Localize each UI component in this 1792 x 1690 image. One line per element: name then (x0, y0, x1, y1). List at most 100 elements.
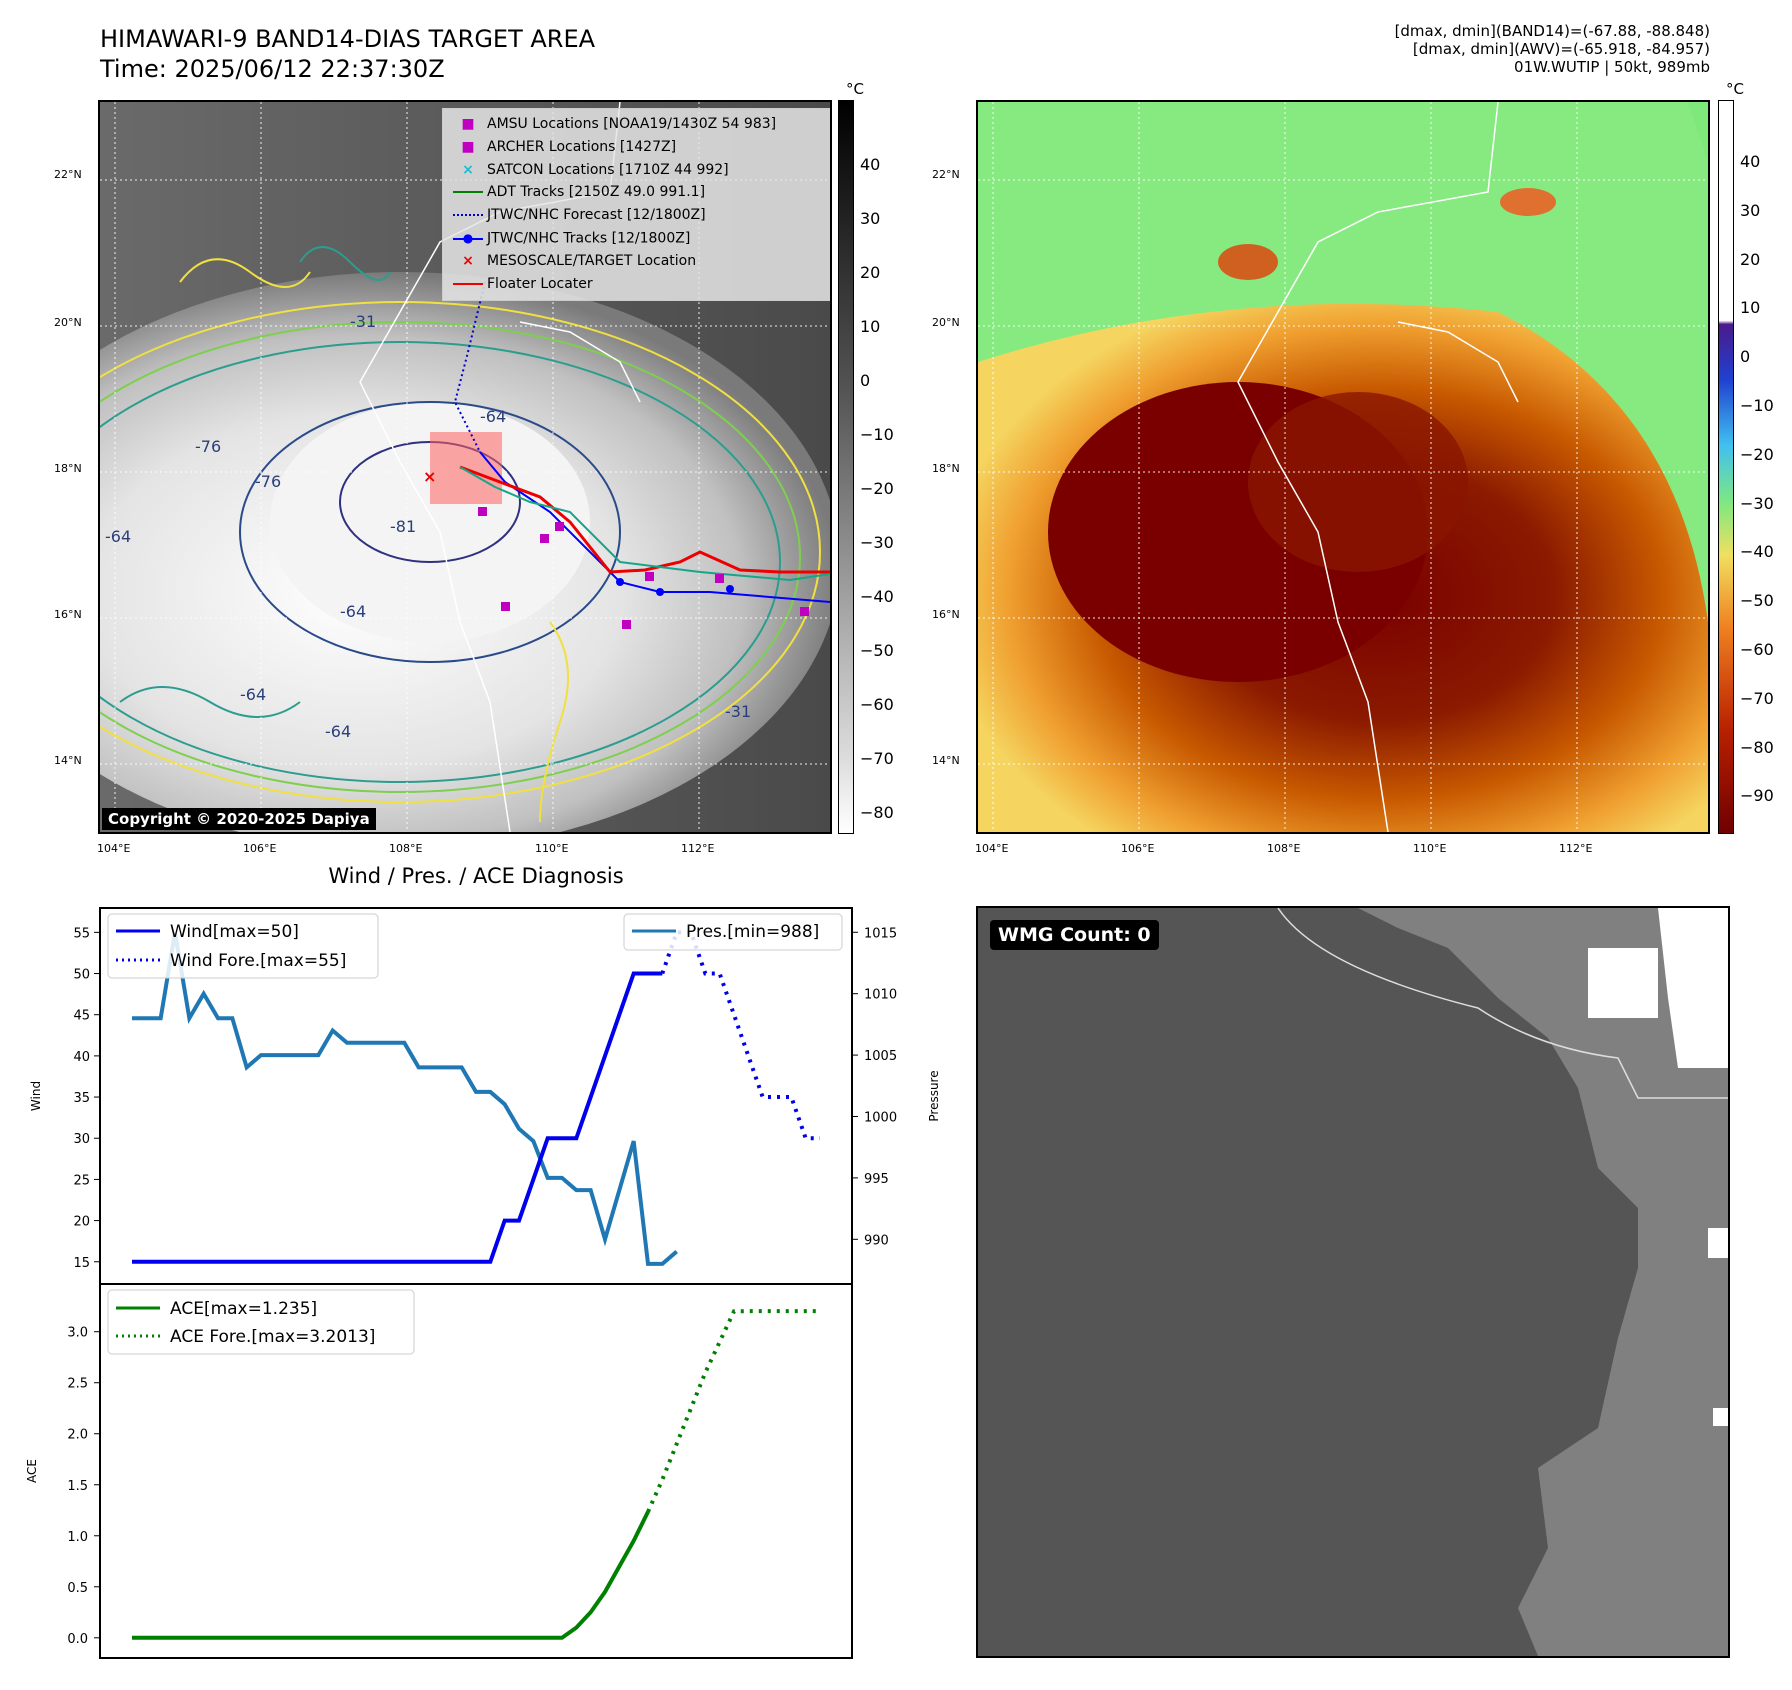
contour-labels: -64 -76 -76 -81 -64 -64 -64 -64 -31 -31 (105, 312, 751, 741)
contour-label: -64 (240, 685, 266, 704)
y-tick-label: 50 (73, 968, 90, 983)
legend-label-wind-forecast: Wind Fore.[max=55] (170, 951, 346, 971)
diagnosis-chart: 15 20 25 30 35 40 45 50 55 990 995 1000 1005 1010 101… (25, 907, 940, 1659)
mesoscale-marker: × (423, 467, 436, 486)
y-tick-label: 55 (73, 926, 90, 941)
legend-item-mesoscale: × MESOSCALE/TARGET Location (462, 253, 697, 270)
colorbar-tick: 40 (1740, 152, 1761, 171)
lat-label: 16°N (932, 608, 960, 621)
ace-y-ticks: 0.0 0.5 1.0 1.5 2.0 2.5 3.0 (67, 1326, 100, 1647)
lon-label: 110°E (1413, 842, 1447, 855)
band14-range: [dmax, dmin](BAND14)=(-67.88, -88.848) (1394, 22, 1710, 40)
lat-label: 14°N (54, 754, 82, 767)
jtwc-forecast-line (453, 281, 486, 453)
wind-axis-label: Wind (29, 1081, 43, 1111)
lat-label: 18°N (932, 462, 960, 475)
y-tick-label: 45 (73, 1009, 90, 1024)
legend-item-satcon: × SATCON Locations [1710Z 44 992] (462, 161, 729, 178)
awv-range: [dmax, dmin](AWV)=(-65.918, -84.957) (1412, 40, 1710, 58)
y-tick-label: 35 (73, 1091, 90, 1106)
stats-info: [dmax, dmin](BAND14)=(-67.88, -88.848) [… (1110, 22, 1710, 76)
pressure-line (132, 931, 678, 1266)
wind-line (132, 971, 663, 1264)
ir-map-panel: -64 -76 -76 -81 -64 -64 -64 -64 -31 -31 … (98, 100, 832, 834)
legend-item-archer: ■ ARCHER Locations [1427Z] (461, 138, 677, 155)
y-tick-label: 1.5 (67, 1479, 88, 1494)
colorbar-tick: 30 (860, 209, 881, 228)
y2-tick-label: 1000 (864, 1110, 897, 1125)
copyright-label: Copyright © 2020-2025 Dapiya (102, 808, 376, 830)
legend-label-ace-forecast: ACE Fore.[max=3.2013] (170, 1327, 375, 1347)
colorbar-tick: −40 (860, 587, 894, 606)
y2-tick-label: 1015 (864, 926, 897, 941)
wmg-count-label: WMG Count: 0 (990, 920, 1159, 950)
colorbar-tick: 20 (860, 263, 881, 282)
colorbar-tick: −10 (1740, 395, 1774, 415)
lon-label: 104°E (97, 842, 131, 855)
ace-series (132, 1309, 820, 1640)
ace-plot-area (99, 1283, 853, 1659)
y2-tick-label: 1010 (864, 988, 897, 1003)
contour-label: -31 (725, 702, 751, 721)
floater-locater-line (459, 465, 830, 574)
colorbar-tick: −80 (1740, 737, 1774, 757)
y2-tick-label: 990 (864, 1233, 889, 1248)
colorbar-tick: 40 (860, 155, 881, 174)
jtwc-track-points (616, 578, 734, 596)
y2-tick-label: 995 (864, 1172, 889, 1187)
amsu-archer-points (478, 507, 809, 629)
colorbar-tick: −70 (860, 749, 894, 768)
y-tick-label: 40 (73, 1050, 90, 1065)
colorbar-tick: 10 (860, 317, 881, 336)
contour-label: -64 (340, 602, 366, 621)
lon-label: 112°E (1559, 842, 1593, 855)
lon-label: 108°E (1267, 842, 1301, 855)
y-tick-label: 25 (73, 1173, 90, 1188)
y-tick-label: 2.5 (67, 1377, 88, 1392)
colorbar-tick: −30 (860, 533, 894, 552)
legend-item-amsu: ■ AMSU Locations [NOAA19/1430Z 54 983] (461, 116, 777, 132)
lat-label: 20°N (54, 316, 82, 329)
awv-colorbar (1718, 100, 1734, 834)
wind-forecast-line (660, 930, 820, 1141)
wmg-panel: WMG Count: 0 (976, 906, 1730, 1658)
ace-forecast-line (646, 1309, 820, 1513)
wmg-map (978, 908, 1728, 1656)
colorbar-tick: 0 (1740, 347, 1751, 367)
contour-label: -31 (350, 312, 376, 331)
pressure-y-ticks: 990 995 1000 1005 1010 1015 (852, 926, 897, 1248)
colorbar-tick: −50 (860, 641, 894, 660)
wind-legend: Wind[max=50] Wind Fore.[max=55] (107, 913, 379, 979)
contour-label: -64 (480, 407, 506, 426)
y-tick-label: 15 (73, 1256, 90, 1271)
colorbar-tick: −20 (1740, 444, 1774, 464)
y-tick-label: 1.0 (67, 1530, 88, 1545)
legend-item-jtwc-forecast: JTWC/NHC Forecast [12/1800Z] (449, 204, 829, 227)
map-legend: ■ AMSU Locations [NOAA19/1430Z 54 983] ■ A… (442, 108, 830, 301)
contour-label: -64 (325, 722, 351, 741)
awv-colorbar-ticks: 40 30 20 10 0 −10 −20 −30 −40 −50 −60 −7… (1740, 138, 1774, 821)
y-tick-label: 3.0 (67, 1326, 88, 1341)
y-tick-label: 0.0 (67, 1632, 88, 1647)
colorbar-tick: 20 (1740, 249, 1761, 269)
lat-label: 22°N (54, 168, 82, 181)
lon-label: 106°E (243, 842, 277, 855)
y-tick-label: 20 (73, 1215, 90, 1230)
diagnosis-title: Wind / Pres. / ACE Diagnosis (328, 864, 624, 888)
lat-label: 14°N (932, 754, 960, 767)
y2-tick-label: 1005 (864, 1049, 897, 1064)
colorbar-tick: −60 (860, 695, 894, 714)
y-tick-label: 30 (73, 1132, 90, 1147)
legend-label-pressure: Pres.[min=988] (686, 922, 819, 942)
colorbar-tick: −40 (1740, 542, 1774, 562)
colorbar-tick: 0 (860, 371, 871, 390)
lon-label: 106°E (1121, 842, 1155, 855)
lon-label: 104°E (975, 842, 1009, 855)
pressure-legend: Pres.[min=988] (623, 913, 843, 951)
contour-label: -76 (195, 437, 221, 456)
y-tick-label: 0.5 (67, 1581, 88, 1596)
colorbar-tick: −60 (1740, 639, 1774, 659)
legend-item-jtwc-tracks: ● JTWC/NHC Tracks [12/1800Z] (449, 227, 829, 250)
lat-label: 18°N (54, 462, 82, 475)
colorbar-tick: 10 (1740, 298, 1761, 318)
